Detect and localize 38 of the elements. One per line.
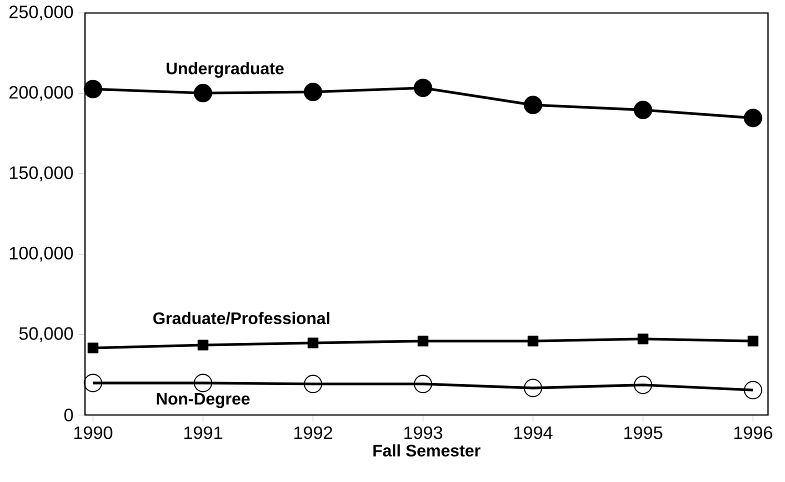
x-tick-label: 1996: [734, 426, 772, 440]
series-label: Non-Degree: [156, 393, 250, 408]
series-label: Undergraduate: [166, 62, 284, 78]
point: [634, 376, 652, 394]
x-tick-label: 1995: [624, 426, 662, 440]
point: [744, 380, 762, 400]
x-tick-label: 1994: [514, 426, 552, 440]
point: [304, 82, 322, 102]
point: [528, 336, 538, 346]
point: [744, 108, 762, 128]
y-tick-label: 200,000: [9, 86, 73, 101]
point: [194, 84, 212, 102]
point: [198, 340, 208, 350]
point: [308, 338, 318, 348]
point: [638, 334, 648, 344]
series-label: Graduate/Professional: [153, 312, 330, 324]
point: [88, 342, 98, 354]
point: [414, 78, 432, 98]
x-tick-label: 1991: [184, 426, 222, 440]
y-tick-label: 100,000: [10, 246, 73, 262]
point: [84, 80, 102, 98]
y-tick-label: 0: [64, 408, 73, 422]
y-tick-label: 50,000: [19, 327, 73, 342]
point: [748, 336, 758, 346]
x-tick-label: 1992: [294, 426, 332, 440]
point: [524, 378, 542, 398]
point: [524, 96, 542, 114]
x-axis-title: Fall Semester: [373, 444, 480, 457]
point: [634, 100, 652, 120]
x-tick-label: 1993: [404, 426, 442, 440]
point: [304, 374, 322, 394]
point: [84, 374, 102, 392]
point: [414, 374, 432, 394]
point: [194, 374, 212, 392]
point: [418, 336, 428, 346]
y-tick-label: 250,000: [9, 6, 73, 20]
x-tick-label: 1990: [74, 426, 112, 440]
y-tick-label: 150,000: [10, 166, 73, 182]
